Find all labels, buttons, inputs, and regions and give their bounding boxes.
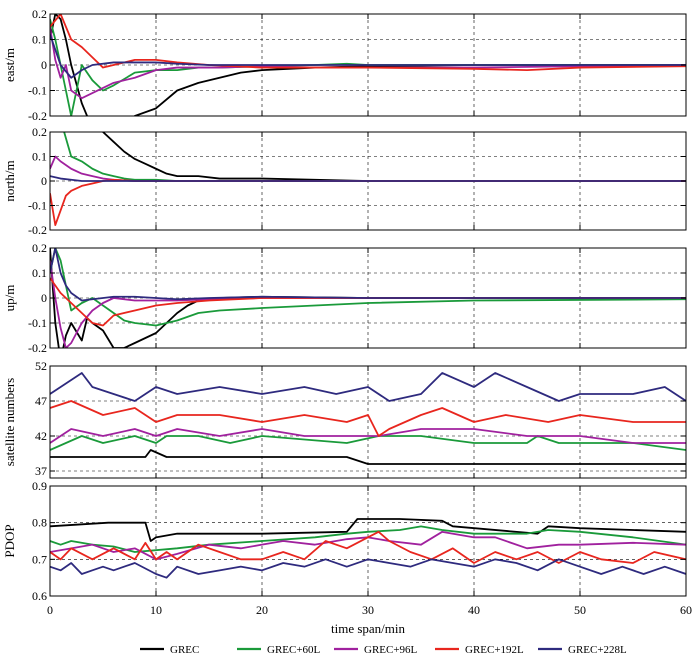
y-tick-label: 0 <box>41 174 47 188</box>
series-line-grec-192l <box>50 400 686 437</box>
series-group <box>50 248 686 348</box>
series-line-grec <box>50 518 686 542</box>
series-line-grec-228l <box>50 175 686 182</box>
x-tick-label: 20 <box>256 603 268 617</box>
y-tick-label: -0.1 <box>28 84 47 98</box>
y-tick-label: 0.1 <box>32 266 47 280</box>
series-line-grec-96l <box>50 428 686 444</box>
series-line-grec-228l <box>50 34 686 79</box>
series-line-grec-60l <box>50 248 686 327</box>
x-tick-label: 30 <box>362 603 374 617</box>
legend-item-grec-60l: GREC+60L <box>237 644 321 656</box>
y-tick-label: 0.2 <box>32 7 47 21</box>
y-tick-label: 0.2 <box>32 241 47 255</box>
y-axis-label-satellites: satellite numbers <box>2 378 17 466</box>
x-tick-label: 40 <box>468 603 480 617</box>
x-tick-label: 60 <box>680 603 692 617</box>
y-tick-label: -0.1 <box>28 199 47 213</box>
x-tick-label: 50 <box>574 603 586 617</box>
series-group <box>50 518 686 579</box>
y-tick-label: 42 <box>35 429 47 443</box>
legend-label: GREC <box>170 644 199 656</box>
panel-satellites: 37 42 47 52 satellite numbers <box>2 359 687 479</box>
legend-item-grec-192l: GREC+192L <box>435 644 524 656</box>
legend-item-grec-228l: GREC+228L <box>538 644 627 656</box>
series-line-grec <box>50 449 686 465</box>
y-tick-label: 0.1 <box>32 150 47 164</box>
y-tick-label: 0.7 <box>32 552 47 566</box>
panel-north: -0.2 -0.1 0 0.1 0.2 north/m <box>2 125 687 237</box>
x-tick-label: 0 <box>47 603 53 617</box>
y-tick-label: 0.6 <box>32 589 47 603</box>
legend: GREC GREC+60L GREC+96L GREC+192L GREC+228L <box>140 644 627 656</box>
series-line-grec-60l <box>50 435 686 451</box>
y-tick-label: -0.1 <box>28 316 47 330</box>
y-axis-label-pdop: PDOP <box>2 524 17 557</box>
panel-east: -0.2 -0.1 0 0.1 0.2 east/m <box>2 7 687 123</box>
series-line-grec-228l <box>50 558 686 579</box>
y-tick-label: -0.2 <box>28 341 47 355</box>
y-axis-label-east: east/m <box>2 48 17 82</box>
legend-label: GREC+96L <box>364 644 418 656</box>
series-line-grec-192l <box>50 14 686 71</box>
panels-group: -0.2 -0.1 0 0.1 0.2 east/m -0.2 -0.1 0 0.1 0.2 nort… <box>2 7 692 617</box>
series-line-grec-228l <box>50 248 686 302</box>
y-tick-label: 0.1 <box>32 33 47 47</box>
series-line-grec-228l <box>50 372 686 402</box>
y-tick-label: 47 <box>35 394 47 408</box>
series-line-grec-192l <box>50 530 686 564</box>
legend-item-grec: GREC <box>140 644 199 656</box>
series-line-grec-60l <box>50 525 686 553</box>
panel-up: -0.2 -0.1 0 0.1 0.2 up/m <box>2 241 687 355</box>
y-tick-label: -0.2 <box>28 109 47 123</box>
y-tick-label: 0 <box>41 291 47 305</box>
y-tick-label: 52 <box>35 359 47 373</box>
legend-label: GREC+228L <box>568 644 627 656</box>
series-group <box>50 14 686 116</box>
y-tick-label: 0.9 <box>32 479 47 493</box>
legend-item-grec-96l: GREC+96L <box>334 644 418 656</box>
y-tick-label: 0.2 <box>32 125 47 139</box>
x-tick-label: 10 <box>150 603 162 617</box>
series-group <box>50 132 686 226</box>
series-group <box>50 372 686 465</box>
y-tick-label: -0.2 <box>28 223 47 237</box>
y-tick-label: 0 <box>41 58 47 72</box>
x-axis-label: time span/min <box>331 621 406 636</box>
legend-label: GREC+192L <box>465 644 524 656</box>
y-tick-label: 0.8 <box>32 516 47 530</box>
legend-label: GREC+60L <box>267 644 321 656</box>
panel-pdop: 0.6 0.7 0.8 0.9 PDOP 0 10 20 30 40 50 60 <box>2 479 692 617</box>
y-tick-label: 37 <box>35 464 47 478</box>
y-axis-label-north: north/m <box>2 160 17 201</box>
series-line-grec-192l <box>50 277 686 327</box>
y-axis-label-up: up/m <box>2 285 17 312</box>
